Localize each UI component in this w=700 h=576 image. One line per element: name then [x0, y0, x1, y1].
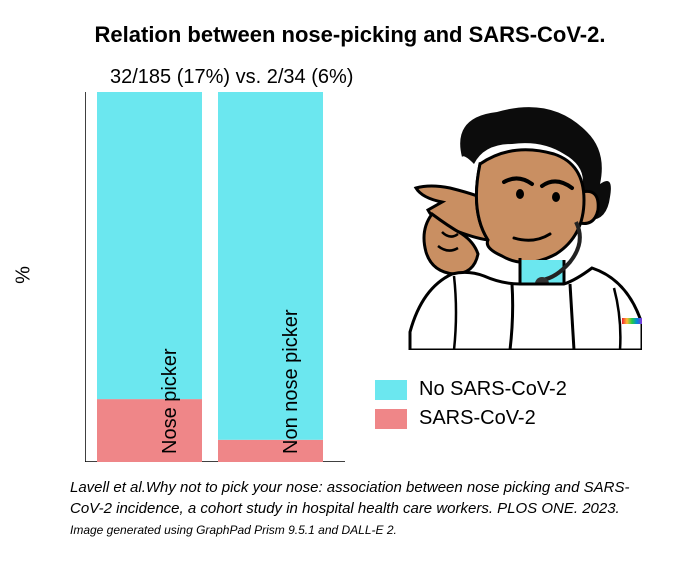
bar-non-nose-picker-sars: [218, 440, 323, 462]
y-axis-label: %: [13, 266, 36, 284]
chart-subtitle: 32/185 (17%) vs. 2/34 (6%): [110, 66, 353, 89]
legend-label-sars: SARS-CoV-2: [419, 407, 536, 430]
legend-item-sars: SARS-CoV-2: [375, 407, 567, 430]
legend-item-no-sars: No SARS-CoV-2: [375, 378, 567, 401]
legend-swatch-sars: [375, 409, 407, 429]
eye-right: [552, 192, 560, 202]
caption-main: Lavell et al.Why not to pick your nose: …: [70, 479, 629, 517]
face: [476, 150, 584, 263]
caption: Lavell et al.Why not to pick your nose: …: [70, 478, 645, 540]
bar-nose-picker-nosars: [97, 92, 202, 399]
chart-svg: 0 50 100: [85, 92, 345, 462]
chart-area: 0 50 100 Nose picker Non nose picker: [85, 92, 345, 462]
eye-left: [516, 189, 524, 199]
caption-small: Image generated using GraphPad Prism 9.5…: [70, 523, 397, 537]
bar-label-non-nose-picker: Non nose picker: [280, 309, 303, 454]
bar-label-nose-picker: Nose picker: [159, 348, 182, 454]
color-strip-icon: [622, 318, 642, 324]
bar-nose-picker-sars: [97, 399, 202, 462]
bar-nose-picker: [97, 92, 202, 462]
chart-title: Relation between nose-picking and SARS-C…: [0, 22, 700, 48]
legend-swatch-no-sars: [375, 380, 407, 400]
bar-non-nose-picker: [218, 92, 323, 462]
legend: No SARS-CoV-2 SARS-CoV-2: [375, 372, 567, 436]
legend-label-no-sars: No SARS-CoV-2: [419, 378, 567, 401]
doctor-illustration: [392, 102, 642, 350]
bar-non-nose-picker-nosars: [218, 92, 323, 440]
